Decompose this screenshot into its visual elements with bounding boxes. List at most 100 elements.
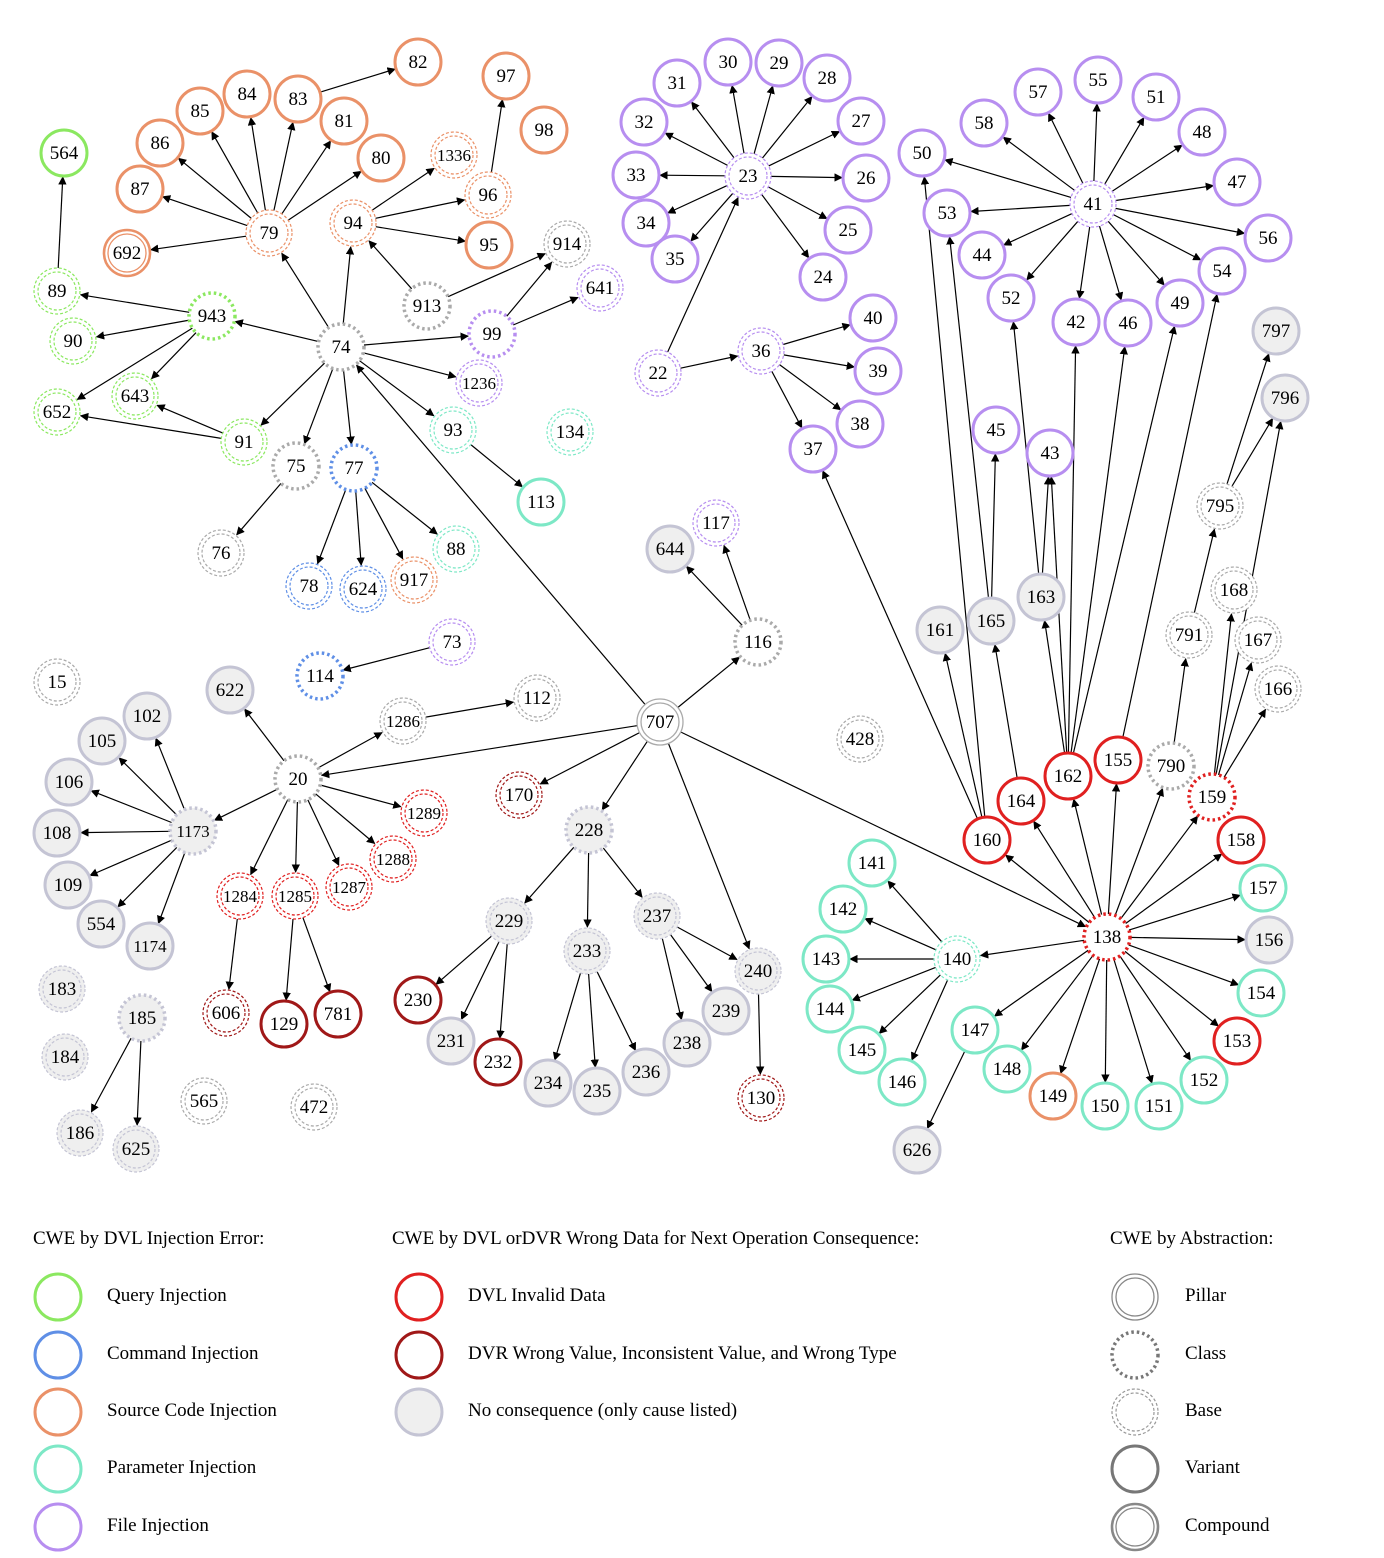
node-157: 157 — [1238, 863, 1288, 913]
node-label: 109 — [54, 875, 83, 896]
node-165: 165 — [966, 596, 1016, 646]
node-28: 28 — [802, 53, 852, 103]
node-80: 80 — [356, 133, 406, 183]
node-label: 1236 — [462, 374, 496, 393]
legend-swatch-class — [1110, 1330, 1160, 1380]
node-label: 781 — [324, 1004, 353, 1025]
node-51: 51 — [1131, 72, 1181, 122]
edge-74-1236 — [363, 352, 457, 380]
edge-41-50 — [944, 158, 1072, 198]
edge-77-88 — [371, 481, 438, 535]
node-label: 50 — [913, 143, 932, 164]
node-229: 229 — [485, 897, 533, 945]
node-45: 45 — [971, 405, 1021, 455]
legend-swatch-base — [1111, 1388, 1159, 1436]
node-label: 86 — [151, 133, 170, 154]
edge-22-36 — [680, 353, 739, 369]
node-label: 554 — [87, 914, 116, 935]
node-label: 96 — [479, 185, 498, 206]
node-641: 641 — [576, 264, 624, 312]
node-label: 142 — [829, 899, 858, 920]
node-label: 158 — [1227, 830, 1256, 851]
node-138: 138 — [1082, 912, 1132, 962]
edge-1173-1174 — [157, 852, 186, 925]
node-652: 652 — [33, 388, 81, 436]
node-159: 159 — [1187, 772, 1237, 822]
node-162: 162 — [1043, 751, 1093, 801]
node-label: 1174 — [133, 937, 167, 956]
edge-707-138 — [680, 731, 1087, 928]
edge-229-232 — [496, 943, 508, 1039]
node-label: 144 — [816, 999, 845, 1020]
edge-159-166 — [1223, 708, 1267, 778]
edge-75-76 — [236, 483, 282, 536]
node-label: 159 — [1198, 787, 1227, 808]
node-label: 79 — [260, 223, 279, 244]
node-label: 22 — [649, 363, 668, 384]
node-34: 34 — [621, 198, 671, 248]
node-94: 94 — [329, 199, 377, 247]
node-label: 149 — [1039, 1086, 1068, 1107]
node-32: 32 — [619, 97, 669, 147]
edge-138-152 — [1119, 955, 1191, 1061]
edge-138-162 — [1071, 798, 1103, 915]
node-53: 53 — [922, 188, 972, 238]
edge-74-94 — [342, 246, 355, 325]
edge-23-25 — [767, 186, 828, 220]
node-label: 116 — [744, 632, 772, 653]
node-label: 42 — [1067, 312, 1086, 333]
node-label: 46 — [1119, 313, 1138, 334]
node-707: 707 — [636, 698, 684, 746]
edge-943-90 — [95, 319, 190, 340]
node-label: 48 — [1193, 122, 1212, 143]
node-label: 57 — [1029, 82, 1048, 103]
node-label: 30 — [719, 52, 738, 73]
node-54: 54 — [1197, 246, 1247, 296]
node-79: 79 — [245, 209, 293, 257]
edge-162-43 — [1047, 476, 1068, 754]
node-82: 82 — [393, 37, 443, 87]
node-158: 158 — [1216, 815, 1266, 865]
node-label: 27 — [852, 111, 871, 132]
node-label: 108 — [43, 823, 72, 844]
node-239: 239 — [701, 986, 751, 1036]
edge-1285-129 — [282, 918, 294, 1001]
node-label: 1288 — [376, 850, 410, 869]
node-label: 91 — [235, 432, 254, 453]
node-label: 692 — [113, 243, 142, 264]
node-88: 88 — [432, 525, 480, 573]
node-237: 237 — [633, 892, 681, 940]
node-230: 230 — [393, 975, 443, 1025]
node-label: 78 — [300, 576, 319, 597]
node-105: 105 — [77, 716, 127, 766]
edge-23-26 — [770, 173, 843, 182]
edge-36-40 — [782, 322, 851, 346]
edge-707-116 — [677, 656, 741, 708]
edge-91-652 — [79, 412, 222, 439]
edge-36-38 — [779, 364, 842, 411]
node-1336: 1336 — [430, 131, 478, 179]
node-label: 230 — [404, 990, 433, 1011]
edge-22-23 — [667, 197, 739, 353]
edge-707-74 — [356, 364, 646, 705]
edge-91-643 — [156, 404, 224, 434]
edge-229-230 — [435, 935, 492, 985]
node-label: 622 — [216, 680, 245, 701]
edge-140-145 — [878, 974, 941, 1034]
node-75: 75 — [271, 441, 321, 491]
node-label: 87 — [131, 179, 150, 200]
node-label: 114 — [306, 666, 334, 687]
node-label: 33 — [627, 165, 646, 186]
node-label: 707 — [646, 712, 675, 733]
edge-23-31 — [691, 101, 735, 159]
node-label: 102 — [133, 706, 162, 727]
node-232: 232 — [473, 1037, 523, 1087]
edge-41-42 — [1076, 226, 1091, 300]
node-33: 33 — [611, 150, 661, 200]
node-label: 186 — [66, 1123, 95, 1144]
node-label: 20 — [289, 769, 308, 790]
node-57: 57 — [1013, 67, 1063, 117]
node-160: 160 — [962, 815, 1012, 865]
node-36: 36 — [737, 327, 785, 375]
